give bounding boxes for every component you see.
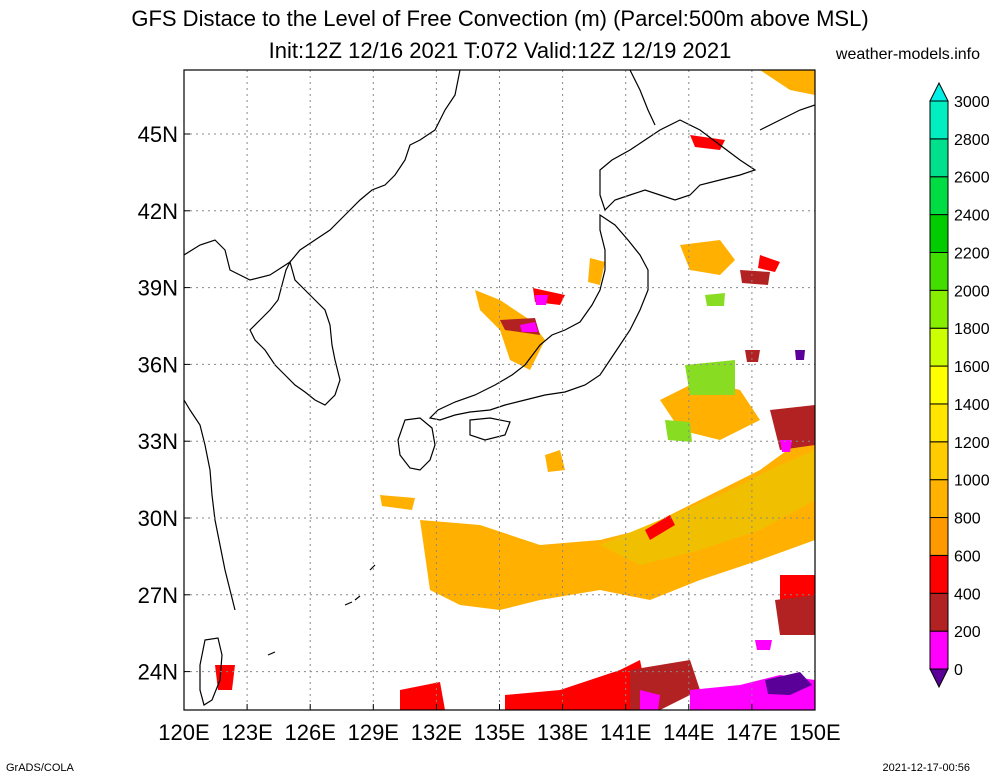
tick-label-lat: 30N [138,506,178,531]
colorbar-swatch [929,365,949,405]
coast-honshu [428,213,649,421]
colorbar-label: 2000 [954,283,990,300]
colorbar-swatch [929,403,949,443]
colorbar-label: 1800 [954,321,990,338]
colorbar-label: 400 [954,586,981,603]
coast-kurils [759,104,815,131]
coast-mainland [184,70,461,281]
coast-taiwan [199,637,223,706]
colorbar-under-arrow [929,668,949,689]
tick-label-lon: 126E [285,720,336,745]
colorbar-label: 1000 [954,473,990,490]
tick-label-lon: 141E [600,720,651,745]
colorbar-swatch [929,517,949,556]
tick-label-lat: 45N [138,122,178,147]
coast-china [184,399,236,611]
lfc-field [215,70,815,710]
colorbar: 0 200 400 600 800 1000 1200 1400 1600 1800 2000 220… [929,81,990,689]
chart-subtitle: Init:12Z 12/16 2021 T:072 Valid:12Z 12/1… [268,38,732,63]
coast-shikoku [469,417,511,441]
colorbar-label: 200 [954,624,981,641]
coastlines [184,70,815,706]
graticule [184,70,815,710]
footer-credit: GrADS/COLA [6,762,74,774]
colorbar-label: 600 [954,548,981,565]
tick-label-lon: 120E [158,720,209,745]
coast-hokkaido [599,119,757,212]
colorbar-swatch [929,176,949,216]
tick-label-lon: 150E [789,720,840,745]
coast-kyushu [397,417,436,471]
tick-label-lon: 147E [726,720,777,745]
colorbar-swatch [929,479,949,519]
coast-sakhalin [629,70,656,126]
colorbar-label: 3000 [954,94,990,111]
colorbar-swatch [929,630,949,670]
tick-label-lon: 132E [411,720,462,745]
tick-label-lat: 42N [138,199,178,224]
colorbar-label: 0 [954,662,963,679]
colorbar-label: 1400 [954,397,990,414]
tick-label-lon: 129E [348,720,399,745]
field-orange-south [380,70,815,610]
colorbar-swatch [929,327,949,367]
tick-label-lon: 138E [537,720,588,745]
colorbar-swatch [929,214,949,253]
colorbar-label: 1600 [954,359,990,376]
coast-ryukyu [267,564,376,656]
colorbar-label: 800 [954,511,981,528]
colorbar-label: 2800 [954,132,990,149]
colorbar-label: 2400 [954,208,990,225]
tick-label-lat: 39N [138,276,178,301]
colorbar-label: 1200 [954,435,990,452]
field-purple [765,350,812,695]
tick-label-lon: 144E [663,720,714,745]
footer-timestamp: 2021-12-17-00:56 [882,762,970,774]
tick-label-lon: 135E [474,720,525,745]
colorbar-swatch [929,554,949,594]
colorbar-swatch [929,592,949,632]
tick-label-lat: 36N [138,352,178,377]
colorbar-swatch [929,100,949,140]
tick-label-lat: 33N [138,429,178,454]
tick-label-lon: 123E [221,720,272,745]
field-green [665,293,735,442]
chart-title: GFS Distace to the Level of Free Convect… [131,6,869,31]
colorbar-swatch [929,441,949,481]
colorbar-swatch [929,138,949,178]
site-credit: weather-models.info [835,46,980,63]
coast-korea [249,260,341,406]
axis-ticks: 120E 123E 126E 129E 132E 135E 138E 141E 144E 147E… [138,122,841,745]
tick-label-lat: 24N [138,660,178,685]
colorbar-over-arrow [929,81,949,102]
colorbar-label: 2200 [954,245,990,262]
colorbar-label: 2600 [954,170,990,187]
colorbar-swatch [929,289,949,329]
tick-label-lat: 27N [138,583,178,608]
colorbar-swatch [929,251,949,291]
